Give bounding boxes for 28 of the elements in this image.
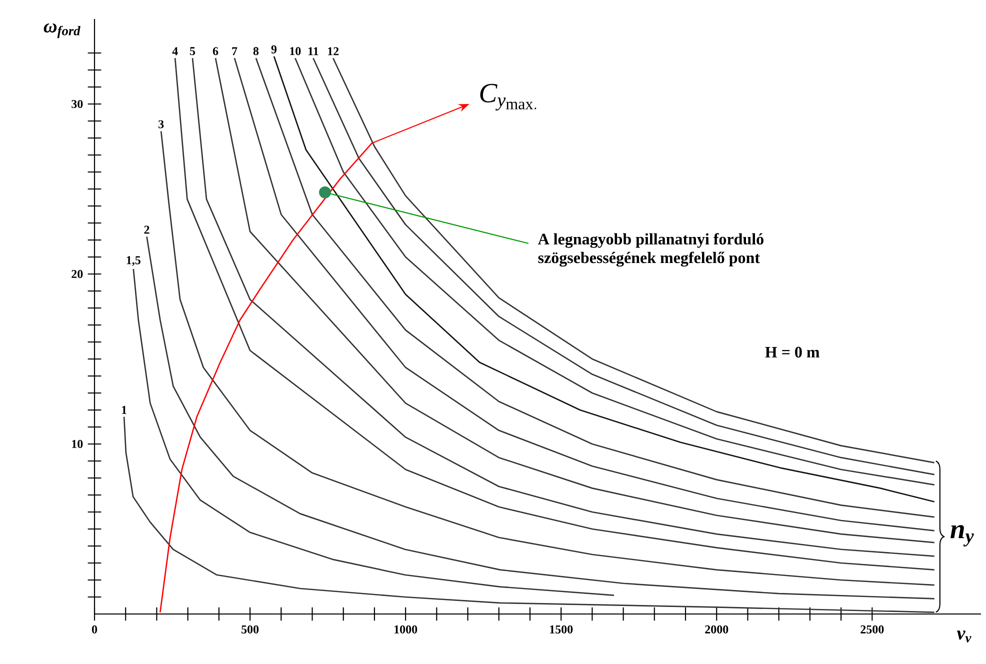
x-tick-label: 2500 bbox=[860, 625, 884, 634]
x-tick-label: 0 bbox=[92, 625, 98, 634]
x-tick-label: 1000 bbox=[394, 625, 418, 634]
y-tick-label: 20 bbox=[72, 270, 83, 278]
x-axis-title: v$_{v}$ bbox=[956, 630, 972, 642]
series-label: 9 bbox=[271, 45, 277, 54]
series-label: 7 bbox=[232, 47, 238, 56]
series-label: 1 bbox=[122, 406, 126, 414]
series-label: 8 bbox=[253, 47, 259, 56]
annotation: A legnagyobb pillanatnyi forduló szögsebességének megfelelő pont bbox=[538, 233, 764, 267]
x-tick-label: 500 bbox=[242, 625, 259, 634]
x-tick-label: 2000 bbox=[705, 625, 728, 634]
series-label: 6 bbox=[212, 47, 218, 56]
y-axis-title: ω$_{ford}$ bbox=[44, 23, 80, 38]
annotation: H = 0 m bbox=[765, 346, 820, 358]
series-label: 5 bbox=[190, 47, 196, 56]
series-label: 2 bbox=[144, 226, 150, 234]
annotation: $C_{y_{\mathrm{max.}}}$ bbox=[480, 84, 536, 110]
annotation: n$_{y}$ bbox=[950, 525, 974, 546]
y-tick-label: 30 bbox=[72, 100, 83, 108]
x-tick-label: 1500 bbox=[550, 625, 573, 634]
y-tick-label: 10 bbox=[72, 440, 83, 448]
series-label: 4 bbox=[172, 47, 178, 56]
series-label: 12 bbox=[328, 47, 339, 56]
series-label: 3 bbox=[158, 120, 164, 128]
series-label: 1,5 bbox=[126, 256, 140, 266]
series-label: 11 bbox=[308, 47, 318, 56]
series-label: 10 bbox=[290, 47, 301, 56]
